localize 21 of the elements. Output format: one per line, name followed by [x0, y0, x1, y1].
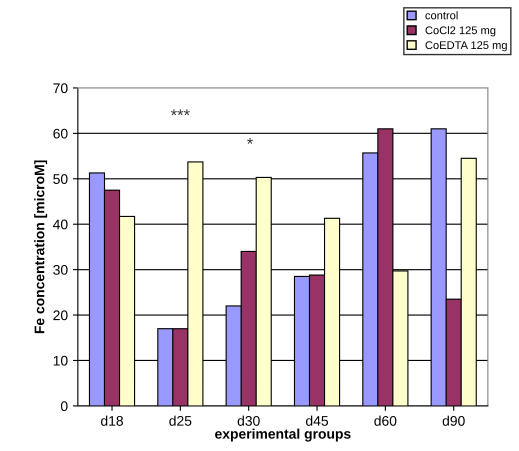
y-axis-title: Fe concentration [microM]	[34, 160, 48, 334]
annotation: *	[247, 138, 254, 144]
y-tick-label: 0	[60, 401, 68, 412]
y-tick-label: 30	[53, 264, 68, 275]
x-tick-label: d90	[442, 416, 465, 426]
y-tick-label: 20	[53, 310, 68, 320]
x-tick-label: d45	[306, 416, 328, 426]
y-tick-label: 50	[53, 174, 68, 184]
annotation: ***	[170, 109, 190, 116]
x-tick-label: d25	[169, 416, 192, 426]
y-tick-label: 40	[53, 220, 68, 230]
x-axis-title: experimental groups	[215, 428, 351, 442]
legend-label: CoEDTA 125 mg	[426, 41, 507, 52]
x-tick-label: d18	[101, 416, 123, 426]
y-tick-label: 10	[54, 356, 68, 366]
legend-label: CoCl2 125 mg	[426, 26, 496, 36]
y-tick-label: 70	[53, 83, 68, 94]
y-tick-label: 60	[53, 128, 68, 139]
x-tick-label: d60	[374, 416, 396, 426]
legend-label: control	[425, 11, 458, 20]
x-tick-label: d30	[238, 416, 260, 426]
